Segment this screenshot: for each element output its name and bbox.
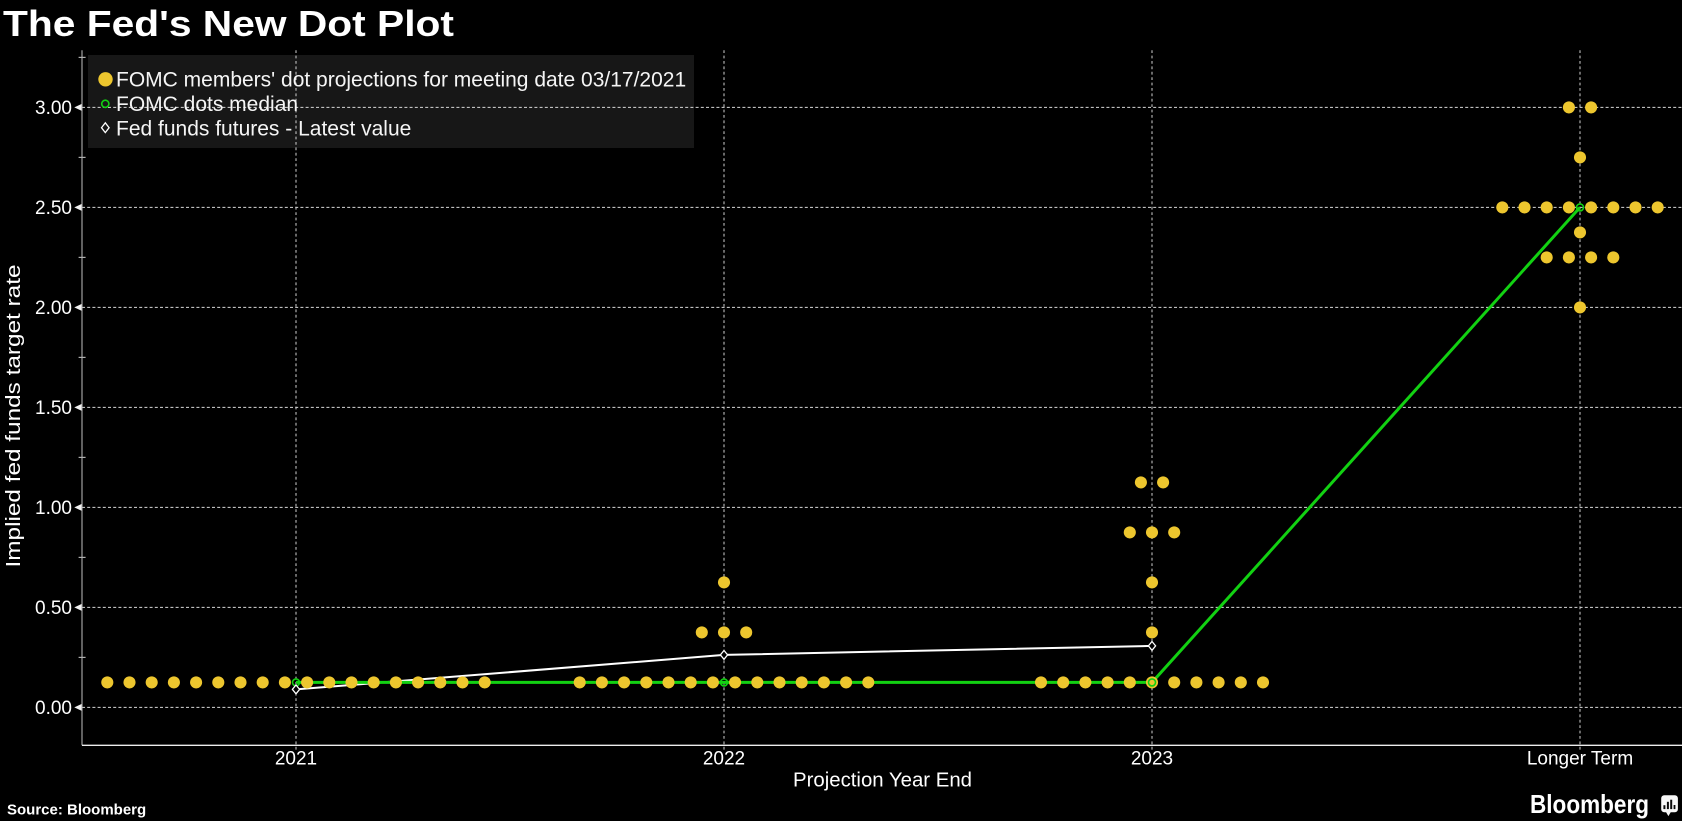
svg-text:Implied fed funds target rate: Implied fed funds target rate [3,265,25,568]
svg-text:1.50: 1.50 [35,398,72,419]
svg-text:2.00: 2.00 [35,298,72,319]
svg-text:FOMC dots median: FOMC dots median [116,93,298,116]
svg-text:2021: 2021 [275,749,317,770]
svg-text:Longer Term: Longer Term [1527,749,1633,770]
svg-text:2023: 2023 [1131,749,1173,770]
svg-text:Bloomberg: Bloomberg [1530,789,1649,819]
svg-text:2.50: 2.50 [35,198,72,219]
svg-text:Source: Bloomberg: Source: Bloomberg [7,801,146,818]
svg-text:0.00: 0.00 [35,698,72,719]
svg-text:Fed funds futures - Latest val: Fed funds futures - Latest value [116,118,411,141]
svg-text:0.50: 0.50 [35,598,72,619]
svg-text:Projection Year End: Projection Year End [793,770,972,792]
svg-text:3.00: 3.00 [35,98,72,119]
svg-text:The Fed's New Dot Plot: The Fed's New Dot Plot [3,3,454,44]
svg-text:2022: 2022 [703,749,745,770]
svg-text:1.00: 1.00 [35,498,72,519]
svg-text:FOMC members' dot projections: FOMC members' dot projections for meetin… [116,69,686,92]
